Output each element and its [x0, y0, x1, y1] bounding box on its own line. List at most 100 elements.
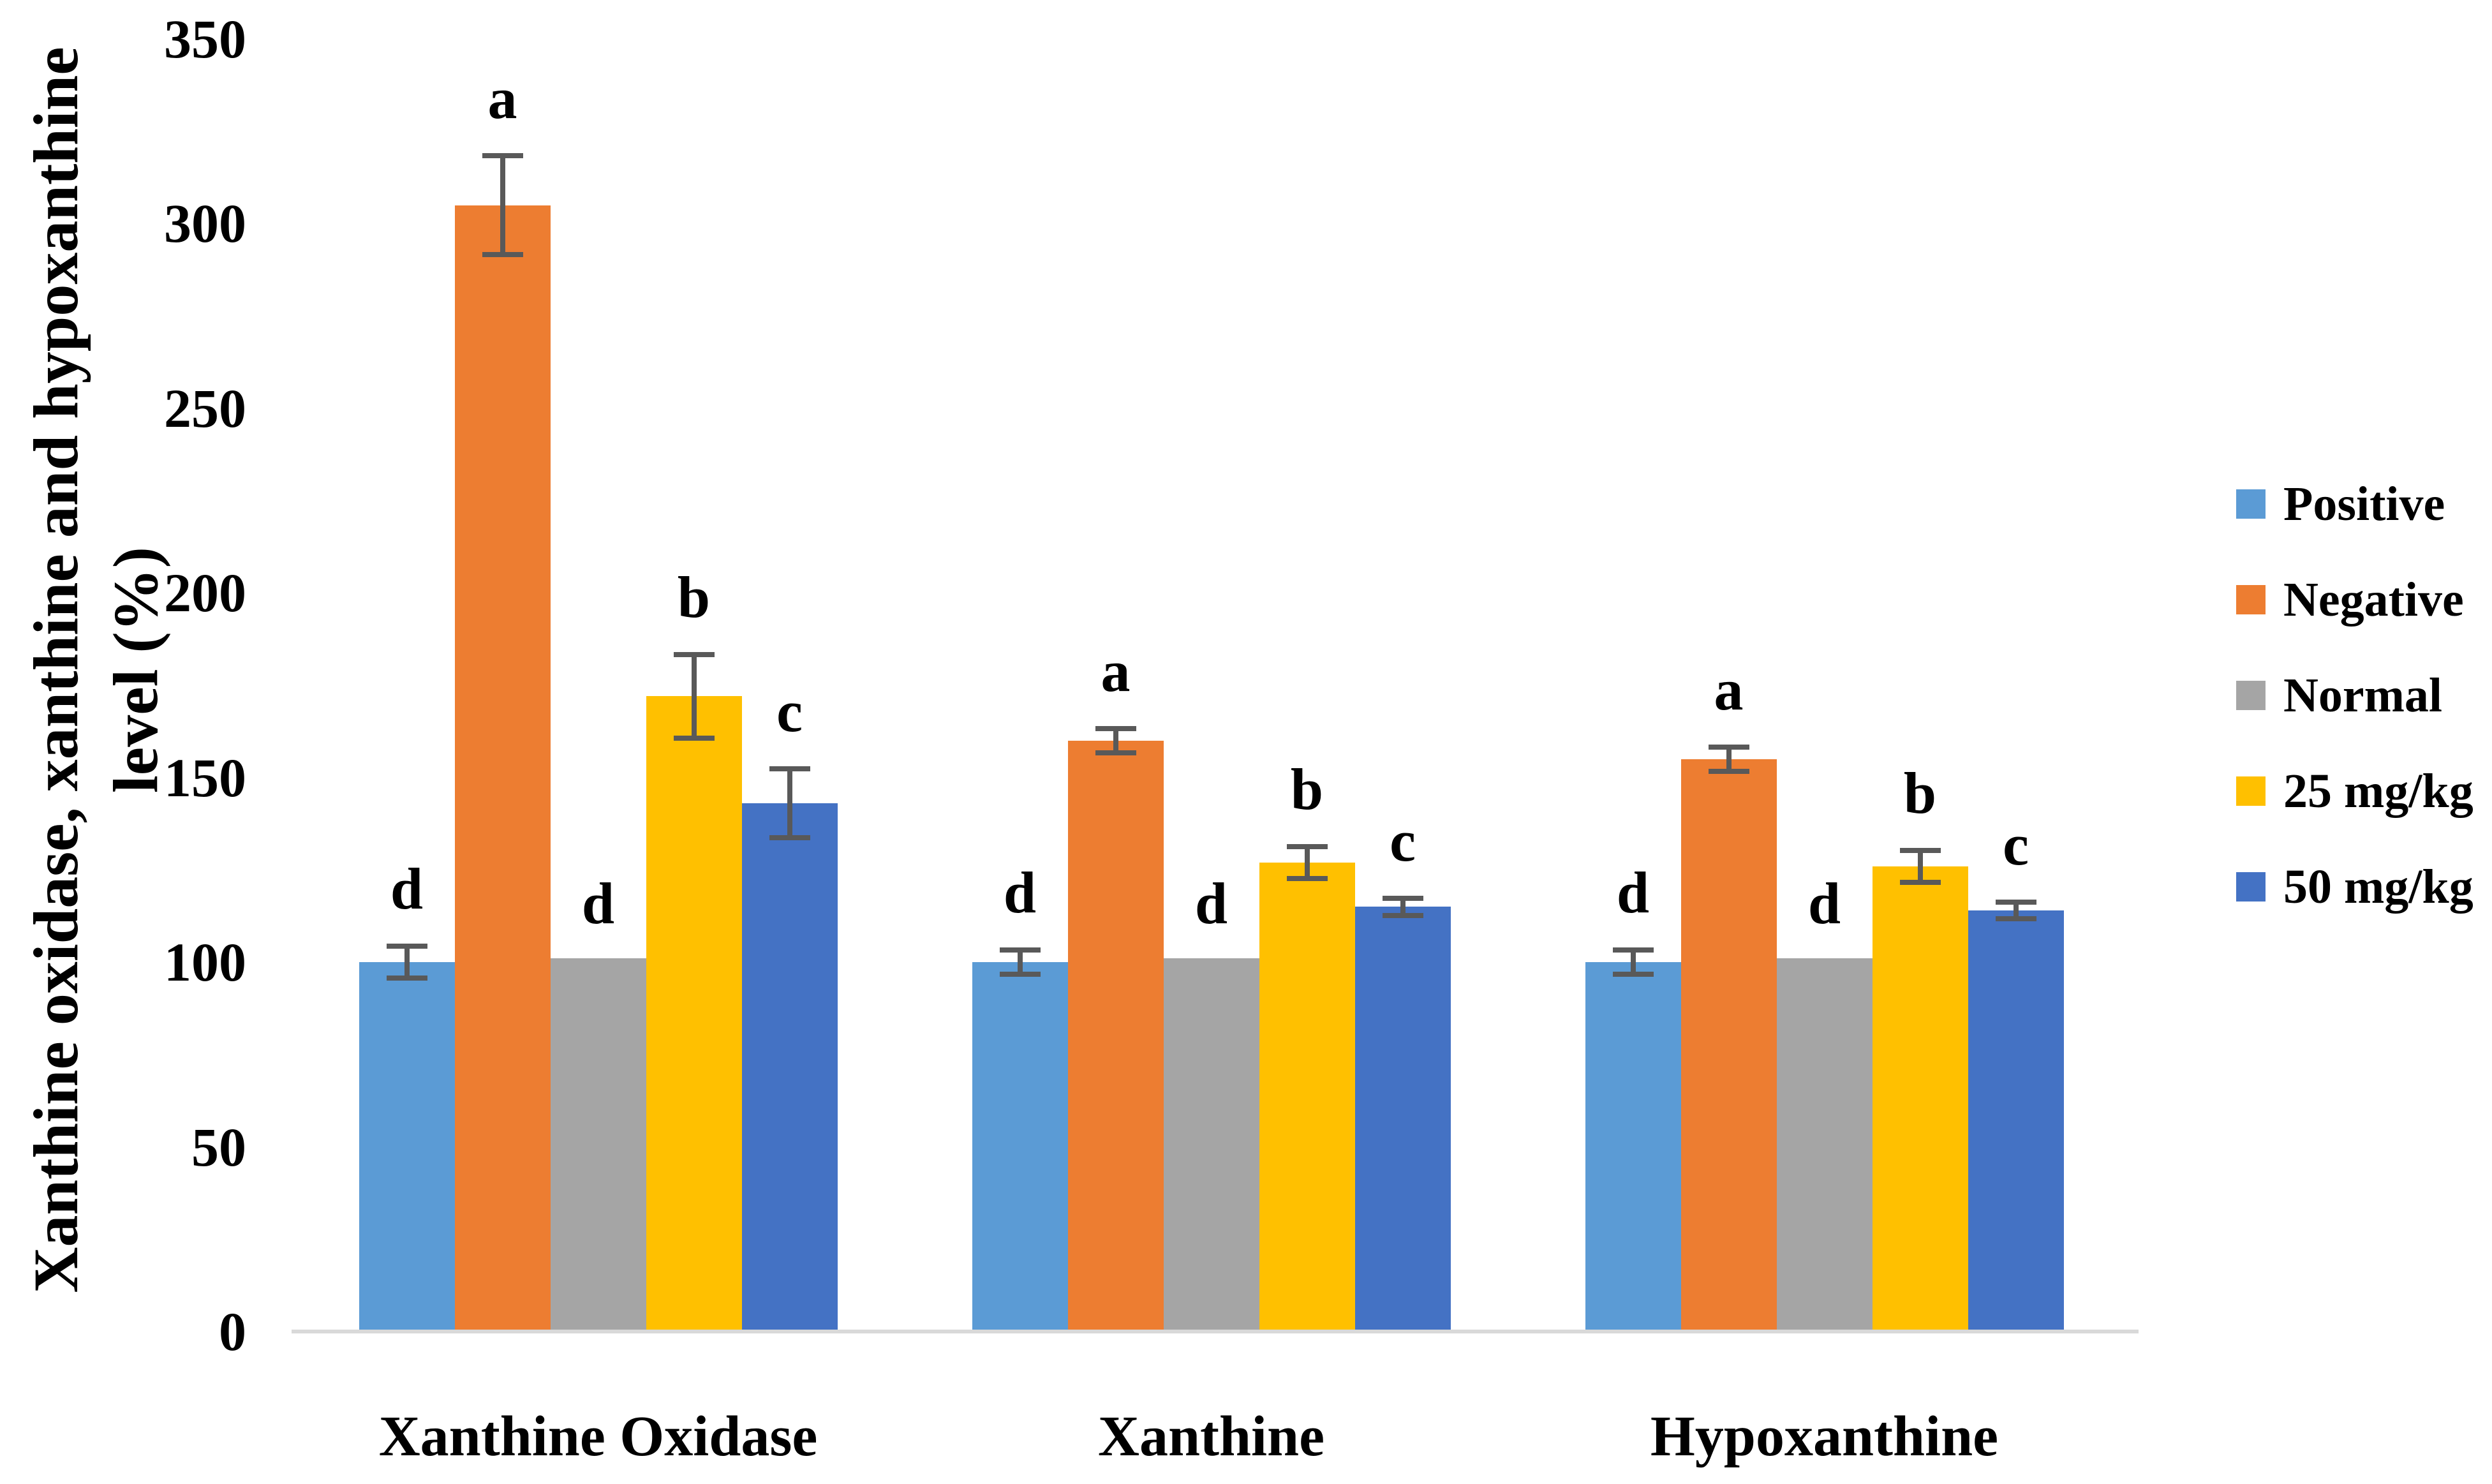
legend-label: Negative [2283, 572, 2464, 627]
legend: Positive Negative Normal 25 mg/kg 50 mg/kg [2236, 456, 2491, 935]
y-tick-label-300: 300 [164, 193, 246, 255]
error-bar [769, 766, 810, 841]
error-bar [1995, 899, 2036, 922]
error-bar-cap-bot [1286, 875, 1328, 881]
bar-negative [454, 205, 551, 1332]
bar-positive [972, 962, 1068, 1332]
significance-letter: b [677, 564, 711, 630]
bar-slot: d [1163, 39, 1259, 1332]
error-bar-cap-bot [1095, 750, 1136, 755]
error-bar [1286, 843, 1328, 881]
legend-item-positive: Positive [2236, 456, 2491, 552]
error-bar-cap-bot [1899, 879, 1941, 885]
error-bar-cap-bot [769, 835, 810, 841]
y-tick-label-50: 50 [191, 1116, 246, 1178]
bar-positive [359, 962, 455, 1332]
significance-letter: b [1290, 756, 1324, 822]
y-tick-label-200: 200 [164, 562, 246, 624]
significance-letter: a [1101, 638, 1131, 704]
significance-letter: d [1194, 871, 1228, 937]
y-tick-label-250: 250 [164, 377, 246, 439]
bar-slot: a [1067, 39, 1164, 1332]
y-tick-label-0: 0 [219, 1301, 246, 1362]
error-bar [1095, 725, 1136, 755]
error-bar-stem [787, 766, 792, 841]
error-bar-stem [1726, 744, 1732, 774]
error-bar-stem [1400, 895, 1405, 918]
significance-letter: c [2003, 812, 2029, 877]
error-bar-stem [1017, 947, 1023, 977]
bar-slot: d [359, 39, 455, 1332]
error-bar-cap-bot [1995, 916, 2036, 922]
bar-normal [1776, 958, 1873, 1332]
error-bar-stem [404, 944, 410, 981]
legend-label: Normal [2283, 668, 2443, 722]
y-tick-label-100: 100 [164, 931, 246, 993]
error-bar-cap-bot [482, 251, 523, 257]
legend-swatch-icon [2236, 776, 2266, 806]
error-bar-stem [691, 651, 697, 741]
bar-slot: c [741, 39, 838, 1332]
x-axis-category-labels: Xanthine Oxidase Xanthine Hypoxanthine [292, 1404, 2131, 1469]
error-bar-stem [1113, 725, 1118, 755]
legend-item-25-mg-kg: 25 mg/kg [2236, 743, 2491, 839]
error-bar-stem [1630, 947, 1636, 977]
bar-slot: b [646, 39, 742, 1332]
significance-letter: d [1807, 871, 1841, 937]
bar-negative [1067, 740, 1164, 1332]
error-bar [1899, 847, 1941, 885]
error-bar-stem [500, 153, 505, 257]
significance-letter: d [390, 856, 424, 922]
bar-normal [1163, 958, 1259, 1332]
x-axis-line [292, 1330, 2139, 1333]
legend-item-negative: Negative [2236, 552, 2491, 648]
error-bar [999, 947, 1041, 977]
category-label-0: Xanthine Oxidase [378, 1405, 818, 1468]
legend-swatch-icon [2236, 872, 2266, 902]
bar-50-mg-kg [1968, 910, 2064, 1332]
category-label-2: Hypoxanthine [1650, 1405, 1999, 1468]
bar-25-mg-kg [1259, 862, 1355, 1332]
legend-swatch-icon [2236, 681, 2266, 710]
y-tick-label-350: 350 [164, 8, 246, 70]
legend-swatch-icon [2236, 585, 2266, 614]
bar-25-mg-kg [646, 696, 742, 1332]
error-bar-cap-bot [999, 972, 1041, 977]
bar-slot: d [1776, 39, 1873, 1332]
error-bar-stem [2013, 899, 2019, 922]
significance-letter: c [1390, 808, 1416, 873]
error-bar-cap-bot [1382, 912, 1423, 918]
error-bar [1708, 744, 1749, 774]
bar-slot: d [1585, 39, 1681, 1332]
error-bar [482, 153, 523, 257]
bar-negative [1680, 759, 1777, 1332]
category-label-1: Xanthine [1097, 1405, 1325, 1468]
error-bar-stem [1304, 843, 1310, 881]
bar-slot: b [1872, 39, 1968, 1332]
significance-letter: d [581, 871, 615, 937]
bar-slot: d [550, 39, 646, 1332]
legend-label: 25 mg/kg [2283, 764, 2473, 818]
bar-slot: a [454, 39, 551, 1332]
bar-25-mg-kg [1872, 866, 1968, 1332]
bar-positive [1585, 962, 1681, 1332]
error-bar [1382, 895, 1423, 918]
significance-letter: d [1616, 860, 1650, 925]
significance-letter: d [1003, 860, 1037, 925]
error-bar [1612, 947, 1654, 977]
error-bar-cap-bot [386, 976, 427, 981]
significance-letter: a [487, 66, 517, 131]
bar-slot: b [1259, 39, 1355, 1332]
error-bar-cap-bot [673, 735, 715, 741]
bar-slot: d [972, 39, 1068, 1332]
bar-slot: c [1354, 39, 1451, 1332]
legend-label: 50 mg/kg [2283, 859, 2473, 914]
error-bar-cap-bot [1612, 972, 1654, 977]
significance-letter: b [1903, 760, 1937, 826]
error-bar [386, 944, 427, 981]
significance-letter: c [776, 679, 803, 745]
